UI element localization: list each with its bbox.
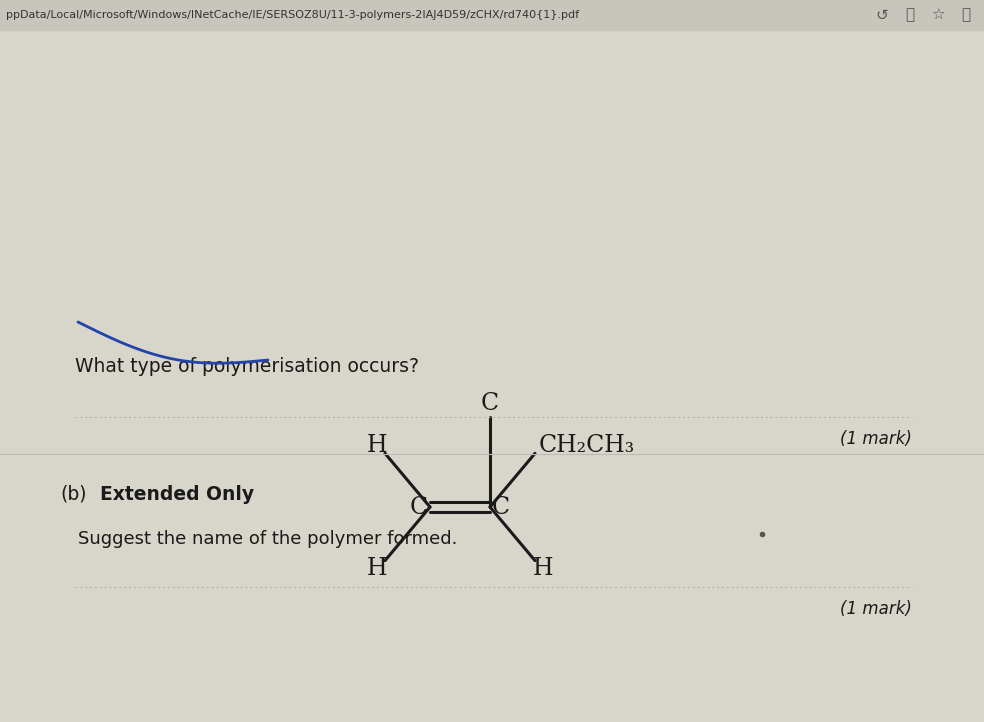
Text: C: C	[492, 495, 510, 518]
Text: (1 mark): (1 mark)	[840, 600, 912, 618]
Bar	[0, 0, 984, 30]
Text: ☆: ☆	[931, 7, 945, 22]
Text: CH₂CH₃: CH₂CH₃	[539, 434, 635, 457]
Text: ppData/Local/Microsoft/Windows/INetCache/IE/SERSOZ8U/11-3-polymers-2IAJ4D59/zCHX: ppData/Local/Microsoft/Windows/INetCache…	[6, 10, 580, 20]
Text: H: H	[532, 557, 553, 580]
Text: C: C	[410, 495, 428, 518]
Text: ↺: ↺	[876, 7, 889, 22]
Text: C: C	[481, 391, 499, 414]
Text: H: H	[367, 434, 388, 457]
Text: Extended Only: Extended Only	[100, 484, 254, 503]
Text: Suggest the name of the polymer formed.: Suggest the name of the polymer formed.	[78, 530, 458, 548]
Text: (b): (b)	[60, 484, 87, 503]
Text: (1 mark): (1 mark)	[840, 430, 912, 448]
Text: ⏸: ⏸	[905, 7, 914, 22]
Text: H: H	[367, 557, 388, 580]
Text: 🔍: 🔍	[961, 7, 970, 22]
Text: What type of polymerisation occurs?: What type of polymerisation occurs?	[75, 357, 419, 376]
